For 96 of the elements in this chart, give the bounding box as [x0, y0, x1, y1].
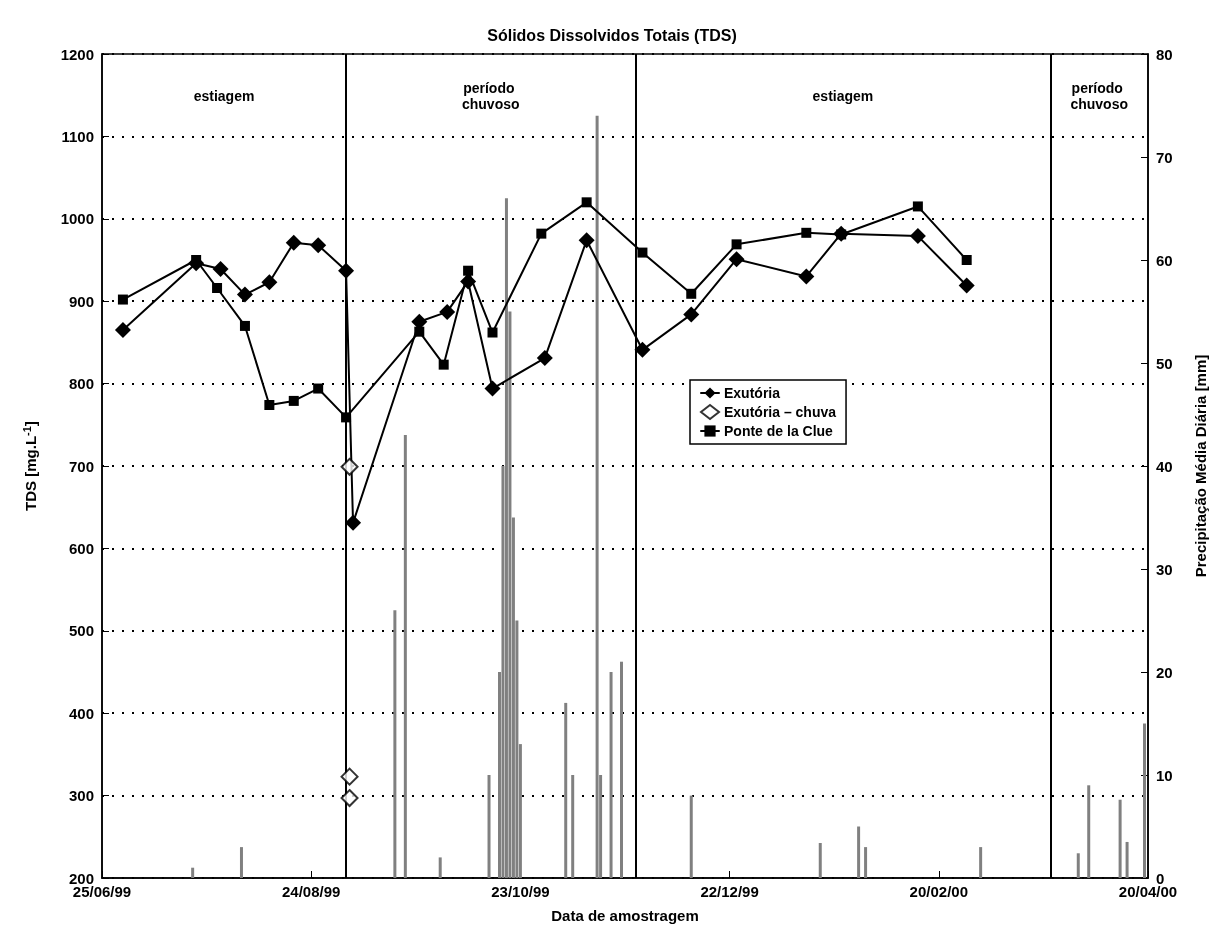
- point: [288, 395, 299, 406]
- bar: [1125, 841, 1129, 878]
- point: [683, 306, 700, 323]
- x-tick-label: 23/10/99: [491, 883, 550, 900]
- bar: [857, 826, 861, 878]
- bar: [564, 702, 568, 878]
- bar: [504, 198, 508, 878]
- y2-tick-label: 70: [1156, 148, 1173, 166]
- y-axis-title: TDS [mg.L-1]: [20, 421, 39, 511]
- y-tick-label: 500: [68, 622, 94, 640]
- point: [637, 247, 648, 258]
- annotation: estiagem: [812, 88, 874, 104]
- point: [463, 265, 474, 276]
- y-tick-label: 1200: [60, 45, 94, 63]
- bar: [1143, 723, 1147, 878]
- bar: [1087, 785, 1091, 878]
- point: [958, 277, 975, 294]
- y-tick-label: 400: [68, 704, 94, 722]
- point: [313, 383, 324, 394]
- point: [338, 262, 355, 279]
- point: [340, 767, 359, 786]
- point: [340, 457, 359, 476]
- point: [285, 234, 302, 251]
- point: [239, 320, 250, 331]
- y-tick-label: 600: [68, 539, 94, 557]
- bar: [571, 775, 575, 878]
- bar: [979, 847, 983, 878]
- y2-tick-label: 50: [1156, 354, 1173, 372]
- point: [414, 326, 425, 337]
- y2-axis-title: Precipitação Média Diária [mm]: [1192, 354, 1209, 578]
- y-tick-label: 1000: [60, 210, 94, 228]
- point: [731, 239, 742, 250]
- x-tick-label: 20/02/00: [909, 883, 968, 900]
- x-tick-label: 22/12/99: [700, 883, 759, 900]
- point: [212, 261, 229, 278]
- bar: [818, 842, 822, 878]
- point: [536, 350, 553, 367]
- y2-tick-label: 40: [1156, 457, 1173, 475]
- point: [912, 201, 923, 212]
- bar: [1076, 853, 1080, 878]
- bar: [1118, 799, 1122, 878]
- bar: [864, 847, 868, 878]
- y2-tick-label: 10: [1156, 766, 1173, 784]
- y2-tick-label: 80: [1156, 45, 1173, 63]
- y-tick-label: 700: [68, 457, 94, 475]
- point: [212, 283, 223, 294]
- point: [484, 380, 501, 397]
- chart-title: Sólidos Dissolvidos Totais (TDS): [487, 26, 737, 44]
- point: [460, 273, 477, 290]
- point: [581, 197, 592, 208]
- bar: [487, 775, 491, 878]
- bar: [438, 857, 442, 878]
- point: [236, 286, 253, 303]
- point: [345, 514, 362, 531]
- point: [438, 359, 449, 370]
- bar: [689, 795, 693, 878]
- legend-label: Ponte de la Clue: [724, 423, 834, 439]
- point: [961, 255, 972, 265]
- point: [341, 412, 352, 423]
- legend-label: Exutória: [724, 385, 781, 401]
- point: [578, 232, 595, 249]
- point: [798, 268, 815, 285]
- y-tick-label: 900: [68, 292, 94, 310]
- annotation: período chuvoso: [1070, 80, 1128, 112]
- point: [117, 294, 128, 305]
- point: [261, 274, 278, 291]
- point: [634, 341, 651, 358]
- point: [728, 251, 745, 268]
- bar: [239, 847, 243, 878]
- y-tick-label: 1100: [61, 127, 94, 145]
- point: [310, 237, 327, 254]
- y2-tick-label: 30: [1156, 560, 1173, 578]
- y2-tick-label: 20: [1156, 663, 1173, 681]
- legend-label: Exutória – chuva: [724, 404, 837, 420]
- point: [264, 400, 275, 411]
- point: [909, 228, 926, 245]
- bar: [609, 672, 613, 878]
- y-tick-label: 800: [68, 375, 94, 393]
- point: [686, 288, 697, 299]
- bar: [191, 867, 195, 878]
- point: [536, 228, 547, 239]
- bar: [393, 610, 397, 878]
- point: [487, 327, 498, 338]
- bar: [403, 435, 407, 878]
- annotation: período chuvoso: [461, 80, 520, 112]
- y-tick-label: 300: [68, 787, 94, 805]
- point: [801, 227, 812, 238]
- x-axis-title: Data de amostragem: [551, 907, 699, 924]
- point: [114, 322, 131, 339]
- bar: [595, 115, 599, 878]
- point: [439, 303, 456, 320]
- y2-tick-label: 60: [1156, 251, 1173, 269]
- annotation: estiagem: [193, 88, 255, 104]
- x-tick-label: 24/08/99: [282, 883, 341, 900]
- point: [340, 789, 359, 808]
- bar: [620, 661, 624, 878]
